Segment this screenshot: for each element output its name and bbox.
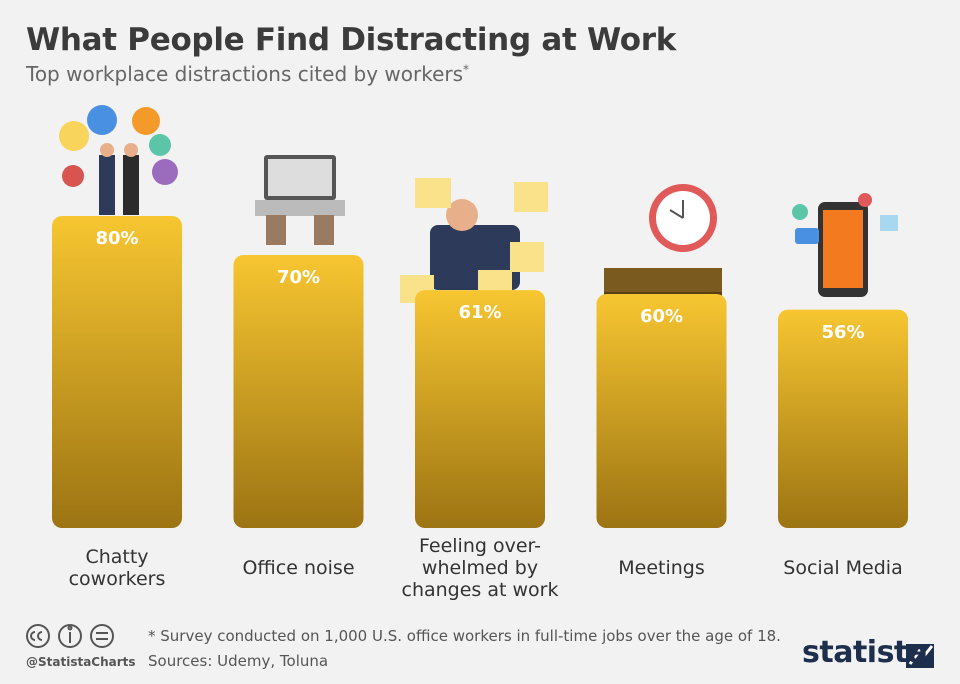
license-icons [26, 624, 114, 648]
illustration-phone [792, 193, 898, 297]
chart-title: What People Find Distracting at Work [26, 22, 677, 58]
bar [233, 255, 364, 528]
illustration-chat [59, 105, 178, 215]
value-label: 60% [639, 306, 684, 327]
source: Sources: Udemy, Toluna [148, 652, 329, 670]
chart-subtitle: Top workplace distractions cited by work… [26, 62, 469, 86]
x-tick-label: Feeling over-whelmed by changes at work [401, 535, 559, 601]
handle: @StatistaCharts [26, 655, 136, 669]
illustration-meeting [604, 184, 722, 298]
value-label: 56% [821, 321, 865, 343]
illustration-laptop [255, 155, 345, 245]
brand-logo-mark [908, 645, 934, 665]
x-tick-label: Meetings [618, 557, 705, 579]
bar [778, 309, 908, 528]
footnote: * Survey conducted on 1,000 U.S. office … [148, 627, 781, 645]
x-tick-label: Office noise [242, 557, 355, 579]
illustration-overwhelmed [400, 178, 548, 303]
value-label: 80% [95, 228, 139, 249]
brand: statista [802, 635, 928, 670]
value-label: 70% [276, 267, 321, 288]
x-tick-label: Social Media [783, 557, 903, 579]
subtitle-text: Top workplace distractions cited by work… [26, 62, 464, 86]
bar [415, 290, 545, 528]
value-label: 61% [458, 302, 502, 324]
subtitle-marker: * [463, 62, 470, 77]
x-tick-label: Chatty coworkers [68, 546, 166, 590]
bar [596, 294, 727, 528]
bar [52, 216, 182, 528]
